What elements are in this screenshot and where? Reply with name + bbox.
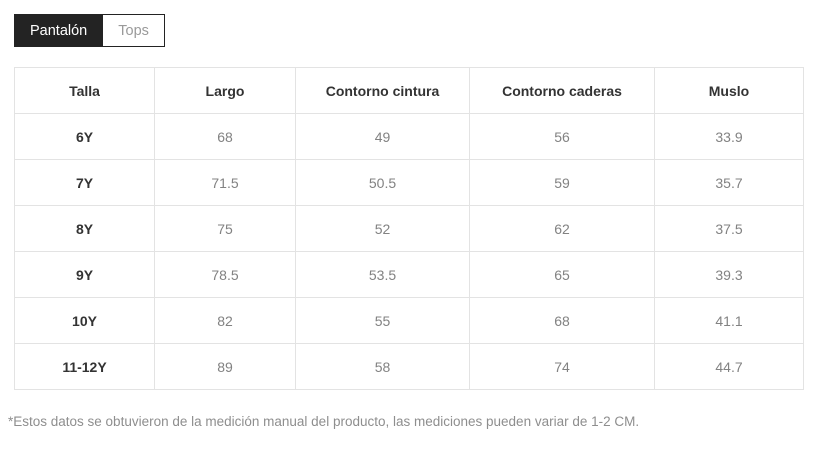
value-cell: 53.5	[295, 251, 470, 298]
value-cell: 37.5	[654, 205, 804, 252]
table-row: 8Y 75 52 62 37.5	[14, 205, 804, 252]
size-chart-panel: Pantalón Tops Talla Largo Contorno cintu…	[0, 14, 817, 457]
header-muslo: Muslo	[654, 67, 804, 114]
table-row: 10Y 82 55 68 41.1	[14, 297, 804, 344]
value-cell: 68	[469, 297, 655, 344]
value-cell: 52	[295, 205, 470, 252]
size-cell: 8Y	[14, 205, 155, 252]
measurement-disclaimer: *Estos datos se obtuvieron de la medició…	[8, 414, 640, 429]
value-cell: 55	[295, 297, 470, 344]
value-cell: 33.9	[654, 113, 804, 160]
value-cell: 75	[154, 205, 296, 252]
value-cell: 39.3	[654, 251, 804, 298]
value-cell: 44.7	[654, 343, 804, 390]
table-row: 11-12Y 89 58 74 44.7	[14, 343, 804, 390]
header-contorno-cintura: Contorno cintura	[295, 67, 470, 114]
value-cell: 50.5	[295, 159, 470, 206]
value-cell: 59	[469, 159, 655, 206]
value-cell: 56	[469, 113, 655, 160]
value-cell: 65	[469, 251, 655, 298]
value-cell: 71.5	[154, 159, 296, 206]
table-row: 9Y 78.5 53.5 65 39.3	[14, 251, 804, 298]
tab-tops[interactable]: Tops	[103, 14, 165, 47]
size-cell: 11-12Y	[14, 343, 155, 390]
size-cell: 9Y	[14, 251, 155, 298]
tab-pantalon[interactable]: Pantalón	[14, 14, 104, 47]
value-cell: 82	[154, 297, 296, 344]
size-cell: 10Y	[14, 297, 155, 344]
value-cell: 62	[469, 205, 655, 252]
header-largo: Largo	[154, 67, 296, 114]
value-cell: 35.7	[654, 159, 804, 206]
value-cell: 74	[469, 343, 655, 390]
value-cell: 41.1	[654, 297, 804, 344]
header-contorno-caderas: Contorno caderas	[469, 67, 655, 114]
table-row: 7Y 71.5 50.5 59 35.7	[14, 159, 804, 206]
value-cell: 89	[154, 343, 296, 390]
size-cell: 6Y	[14, 113, 155, 160]
table-header-row: Talla Largo Contorno cintura Contorno ca…	[14, 67, 804, 114]
value-cell: 49	[295, 113, 470, 160]
value-cell: 68	[154, 113, 296, 160]
size-cell: 7Y	[14, 159, 155, 206]
size-table: Talla Largo Contorno cintura Contorno ca…	[14, 67, 804, 390]
header-talla: Talla	[14, 67, 155, 114]
size-chart-tab-bar: Pantalón Tops	[14, 14, 817, 47]
table-row: 6Y 68 49 56 33.9	[14, 113, 804, 160]
value-cell: 58	[295, 343, 470, 390]
value-cell: 78.5	[154, 251, 296, 298]
